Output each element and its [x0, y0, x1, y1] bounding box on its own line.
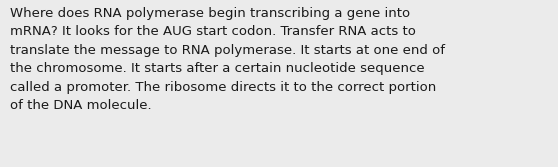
Text: Where does RNA polymerase begin transcribing a gene into
mRNA? It looks for the : Where does RNA polymerase begin transcri…: [10, 7, 445, 112]
